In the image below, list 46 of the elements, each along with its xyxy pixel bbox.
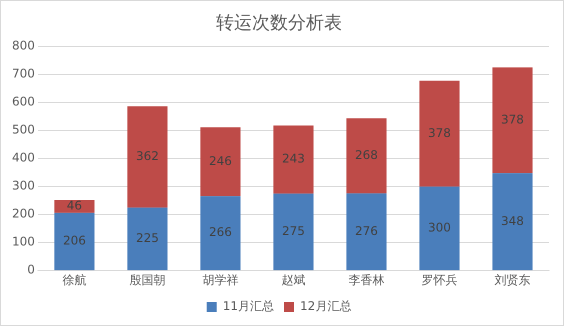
y-tick-label: 700 [12,66,35,81]
data-label: 266 [208,225,232,240]
x-tick-label: 赵斌 [281,272,306,287]
y-tick-label: 600 [12,94,35,109]
data-label: 46 [66,198,82,213]
data-label: 246 [208,154,232,168]
bar [200,196,241,270]
x-tick-label: 李香林 [348,272,384,287]
bar [346,193,387,270]
data-label: 243 [282,152,305,166]
bar [419,80,460,187]
x-tick-label: 胡学祥 [202,272,238,287]
x-tick-label: 罗怀兵 [421,272,458,287]
data-label: 276 [355,224,378,238]
data-label: 348 [501,214,524,228]
bar [273,126,314,194]
y-tick-label: 800 [12,38,35,53]
data-label: 300 [428,220,451,234]
data-label: 378 [501,112,524,126]
y-tick-label: 100 [12,234,35,249]
bar [200,127,241,196]
y-tick-label: 500 [12,122,35,137]
x-tick-label: 殷国朝 [129,272,166,287]
y-tick-label: 400 [12,150,35,165]
y-tick-label: 0 [27,262,35,277]
bar [54,212,94,270]
bar [127,106,168,208]
data-label: 275 [282,224,305,238]
data-label: 206 [62,234,86,248]
bar [127,208,168,270]
y-tick-label: 200 [12,206,35,221]
data-label: 378 [428,126,451,140]
data-label: 268 [355,148,378,162]
bar [419,186,460,270]
legend-label: 11月汇总 [222,299,274,314]
legend-label: 12月汇总 [300,299,352,314]
x-tick-label: 徐航 [62,272,86,287]
bar [346,118,387,194]
bar [492,67,533,174]
data-label: 225 [136,230,159,245]
data-label: 362 [136,149,159,164]
x-tick-label: 刘贤东 [494,272,530,287]
bar [273,194,314,270]
bar [492,173,533,270]
y-tick-label: 300 [12,178,35,193]
chart-title: 转运次数分析表 [216,12,342,34]
